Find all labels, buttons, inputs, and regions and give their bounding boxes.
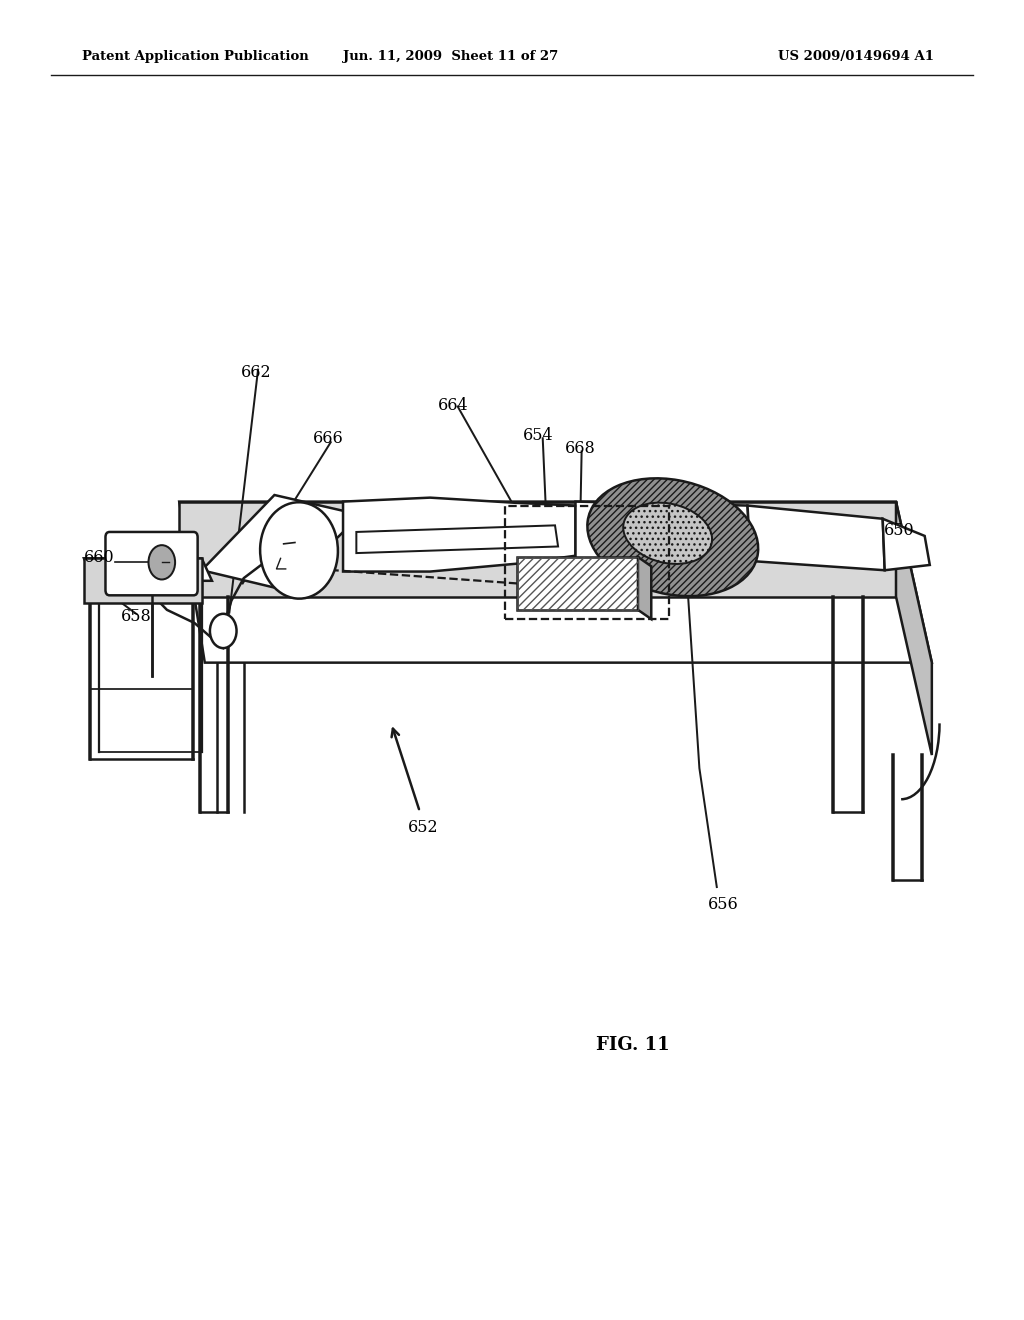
- Ellipse shape: [624, 503, 712, 564]
- Text: 662: 662: [241, 364, 271, 380]
- Text: US 2009/0149694 A1: US 2009/0149694 A1: [778, 50, 934, 63]
- Polygon shape: [179, 502, 932, 663]
- Text: Jun. 11, 2009  Sheet 11 of 27: Jun. 11, 2009 Sheet 11 of 27: [343, 50, 558, 63]
- Circle shape: [210, 614, 237, 648]
- Bar: [84, 558, 202, 603]
- Polygon shape: [356, 525, 558, 553]
- Text: FIG. 11: FIG. 11: [596, 1036, 670, 1055]
- Polygon shape: [343, 498, 575, 572]
- Polygon shape: [883, 519, 930, 570]
- Text: 656: 656: [708, 896, 738, 912]
- Text: 654: 654: [523, 428, 554, 444]
- Text: 658: 658: [121, 609, 152, 624]
- Text: 652: 652: [408, 820, 438, 836]
- Polygon shape: [179, 502, 896, 597]
- Polygon shape: [84, 558, 212, 581]
- FancyBboxPatch shape: [105, 532, 198, 595]
- Text: 650: 650: [884, 523, 914, 539]
- Text: 664: 664: [438, 397, 469, 413]
- Polygon shape: [748, 506, 885, 570]
- Text: 660: 660: [84, 549, 115, 565]
- Bar: [517, 557, 638, 610]
- Polygon shape: [638, 557, 651, 619]
- Text: 668: 668: [565, 441, 596, 457]
- Ellipse shape: [260, 502, 338, 599]
- Polygon shape: [202, 495, 360, 590]
- Polygon shape: [575, 502, 751, 561]
- Bar: [517, 557, 638, 610]
- Circle shape: [148, 545, 175, 579]
- Polygon shape: [896, 502, 932, 755]
- Ellipse shape: [588, 478, 758, 597]
- Bar: [505, 506, 669, 619]
- Text: Patent Application Publication: Patent Application Publication: [82, 50, 308, 63]
- Text: 666: 666: [313, 430, 344, 446]
